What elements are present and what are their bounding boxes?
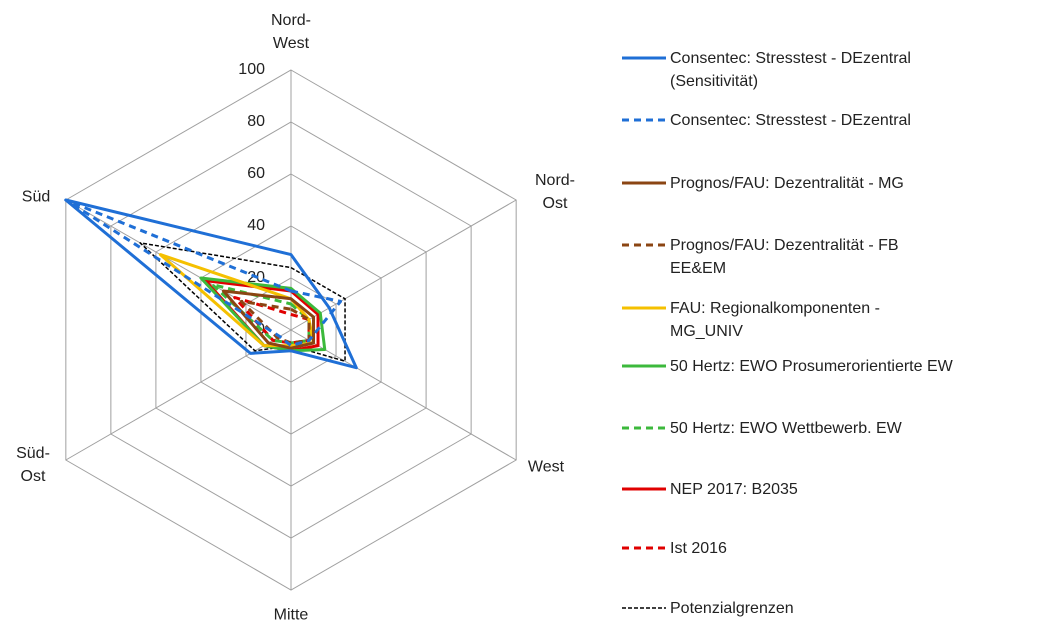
tick-label: 40 xyxy=(247,217,265,234)
series-line xyxy=(64,198,358,370)
category-label: Süd xyxy=(21,188,51,206)
category-label: Mitte xyxy=(273,606,309,624)
legend-label: Prognos/FAU: Dezentralität - MG xyxy=(670,175,904,192)
legend-label: 50 Hertz: EWO Wettbewerb. EW xyxy=(670,420,902,437)
category-label: Nord-West xyxy=(270,12,311,52)
tick-label: 60 xyxy=(247,165,265,182)
series-line xyxy=(221,289,316,350)
legend-label: Prognos/FAU: Dezentralität - FB EE&EM xyxy=(670,237,899,277)
legend-label: FAU: Regionalkomponenten - MG_UNIV xyxy=(670,300,880,340)
category-label: Süd-Ost xyxy=(16,445,50,485)
tick-label: 80 xyxy=(247,113,265,130)
series-line xyxy=(239,299,311,345)
spoke xyxy=(65,199,292,331)
series-line xyxy=(210,283,311,345)
category-label: Nord-Ost xyxy=(534,172,575,212)
legend-label: 50 Hertz: EWO Prosumerorientierte EW xyxy=(670,358,953,375)
legend-label: Consentec: Stresstest - DEzentral xyxy=(670,112,911,129)
spoke xyxy=(290,199,517,331)
tick-label: 100 xyxy=(238,61,265,78)
series-line xyxy=(158,253,316,348)
spoke xyxy=(65,329,292,461)
category-label: West xyxy=(527,458,565,476)
legend-label: NEP 2017: B2035 xyxy=(670,481,798,498)
legend-label: Potenzialgrenzen xyxy=(670,600,794,617)
spoke xyxy=(290,329,517,461)
legend-label: Ist 2016 xyxy=(670,540,727,557)
legend-label: Consentec: Stresstest - DEzentral (Sensi… xyxy=(670,50,911,90)
